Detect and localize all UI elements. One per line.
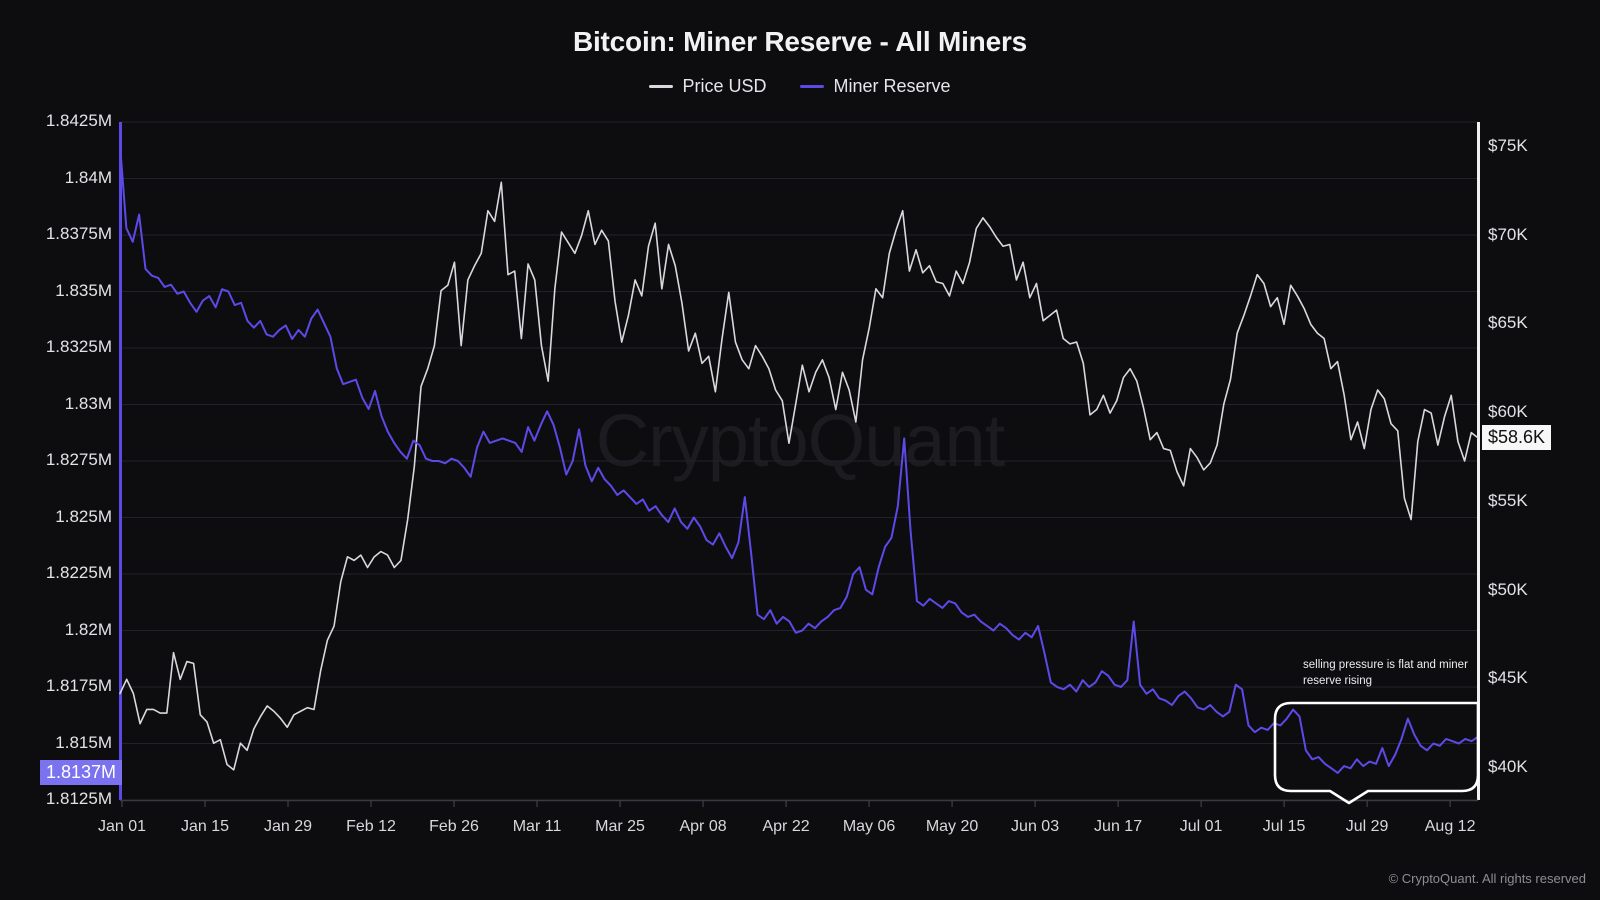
left-axis-tick-label: 1.8325M [45,337,112,356]
left-axis-tick-label: 1.8225M [45,563,112,582]
left-axis-tick-label: 1.8125M [45,789,112,808]
legend-item-miner-reserve[interactable]: Miner Reserve [800,76,951,97]
x-axis-tick-label: Apr 08 [679,818,727,835]
legend-label-reserve: Miner Reserve [833,76,951,96]
left-axis-tick-label: 1.84M [64,167,112,187]
miner-reserve-line [119,143,1479,774]
right-axis-tick-label: $65K [1488,313,1528,333]
right-axis-tick-label: $50K [1488,579,1528,599]
right-axis-tick-label: $70K [1488,224,1528,244]
x-axis-tick-label: Mar 11 [512,818,562,835]
right-axis-tick-label: $60K [1488,402,1528,422]
left-axis-tick-label: 1.8425M [45,111,112,130]
left-axis-tick-label: 1.815M [55,732,112,752]
right-axis-tick-label: $75K [1488,135,1528,155]
legend-label-price: Price USD [682,76,767,96]
copyright-footer: © CryptoQuant. All rights reserved [1388,871,1586,886]
x-axis-tick-label: Jul 29 [1345,818,1389,835]
current-reserve-badge: 1.8137M [39,759,122,785]
x-axis-tick-label: May 20 [925,818,979,835]
right-axis-tick-label: $40K [1488,757,1528,777]
chart-gridlines [120,121,1478,801]
x-axis-tick-label: Feb 26 [429,818,479,835]
x-axis-tick-label: Jan 29 [263,818,313,835]
legend-item-price-usd[interactable]: Price USD [649,76,766,97]
x-axis-tick-label: Jul 01 [1179,818,1223,835]
x-axis-tick-label: Aug 12 [1424,818,1476,835]
left-axis-tick-label: 1.82M [64,619,112,639]
left-axis-tick-label: 1.8175M [45,676,112,695]
left-axis-tick-label: 1.8375M [45,224,112,243]
x-axis-tick-label: Jan 15 [180,818,230,835]
x-axis-tick-label: Jun 17 [1094,818,1143,835]
legend-color-swatch-price [649,85,674,88]
left-axis-tick-label: 1.825M [55,506,112,526]
x-axis-tick-label: May 06 [842,818,896,835]
legend-color-swatch-reserve [800,85,825,88]
left-axis-tick-label: 1.835M [55,280,112,300]
x-axis-tick-label: Feb 12 [346,818,396,835]
right-axis-tick-label: $55K [1488,490,1528,510]
x-axis-tick-label: Jan 01 [97,818,147,835]
x-axis-tick-label: Apr 22 [762,818,810,835]
current-price-badge: $58.6K [1482,424,1552,450]
left-axis-tick-label: 1.83M [64,393,112,413]
x-axis-tick-label: Mar 25 [595,818,645,835]
x-axis-tick-label: Jul 15 [1262,818,1306,835]
annotation-callout-box [1273,701,1480,805]
annotation-label: selling pressure is flat and miner reser… [1303,659,1468,687]
chart-legend: Price USD Miner Reserve [0,76,1600,97]
right-axis-tick-label: $45K [1488,668,1528,688]
x-axis-tick-label: Jun 03 [1011,818,1060,835]
left-axis-tick-label: 1.8275M [45,450,112,469]
price-usd-line [119,181,1479,771]
page-title: Bitcoin: Miner Reserve - All Miners [572,26,1028,57]
